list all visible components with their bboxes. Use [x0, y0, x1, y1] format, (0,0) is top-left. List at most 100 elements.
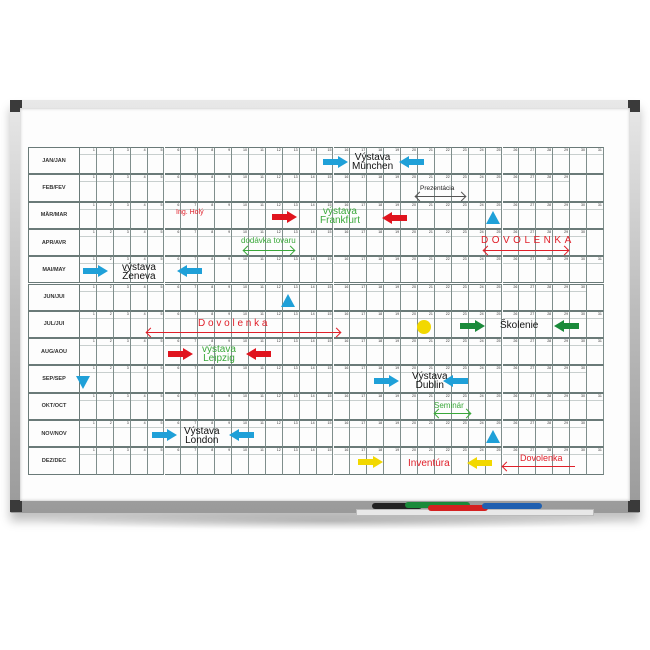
day-number: 9	[228, 421, 231, 425]
cell-divider	[80, 181, 96, 183]
cell-divider	[468, 345, 485, 347]
double-arrow-icon	[244, 250, 294, 251]
day-cell: 20	[401, 420, 418, 448]
day-cell: 1	[80, 228, 97, 257]
day-number: 25	[496, 366, 501, 371]
day-number: 20	[411, 148, 416, 152]
label-vystava-london: Výstava London	[184, 426, 220, 446]
day-cell: 8	[198, 228, 216, 257]
day-number: 5	[160, 421, 163, 425]
day-number: 13	[293, 393, 298, 398]
day-cell: 20	[401, 392, 418, 420]
cell-divider	[181, 427, 198, 428]
day-cell: 2	[96, 447, 114, 475]
day-cell: 18	[367, 228, 385, 257]
cell-divider	[553, 208, 570, 210]
cell-divider	[80, 345, 96, 347]
cell-divider	[536, 208, 553, 210]
cell-divider	[434, 181, 451, 183]
day-number: 28	[547, 339, 552, 344]
day-number: 21	[428, 339, 433, 344]
day-number: 5	[160, 311, 163, 316]
day-number: 4	[143, 393, 146, 398]
cell-divider	[147, 399, 164, 401]
cell-divider	[367, 345, 384, 347]
day-cell: 14	[299, 447, 317, 475]
day-number: 19	[395, 339, 400, 344]
day-cell: 3	[113, 147, 131, 175]
day-cell: 8	[198, 310, 216, 339]
day-cell: 27	[519, 201, 537, 229]
day-cell: 7	[181, 365, 199, 393]
cell-divider	[164, 345, 181, 347]
day-number: 15	[327, 257, 332, 262]
cell-divider	[418, 317, 434, 319]
month-label: AUG/AOU	[28, 338, 80, 366]
day-cell: 18	[367, 256, 385, 284]
label-dodavka-tovaru: dodávka tovaru	[241, 236, 296, 245]
cell-divider	[198, 154, 215, 155]
day-number: 13	[293, 311, 298, 316]
day-cell: 28	[536, 256, 554, 284]
day-number: 9	[228, 257, 231, 262]
day-cell: 27	[519, 283, 537, 311]
day-number: 16	[344, 448, 349, 453]
day-number: 14	[310, 393, 315, 398]
day-cell: 23	[451, 256, 469, 284]
cell-divider	[232, 317, 248, 319]
day-cell: 23	[451, 392, 469, 420]
day-number: 11	[260, 202, 264, 207]
day-cell: 26	[502, 228, 520, 257]
day-number: 7	[194, 229, 197, 234]
day-cell: 24	[468, 283, 486, 311]
black-marker[interactable]	[372, 503, 422, 509]
cell-divider	[502, 345, 519, 347]
day-cell: 28	[536, 310, 554, 339]
day-number: 6	[177, 229, 180, 234]
day-number: 4	[143, 202, 146, 207]
day-number: 11	[260, 448, 264, 453]
day-number: 16	[344, 257, 349, 262]
day-cell: 10	[232, 228, 249, 257]
day-cell: 12	[265, 338, 283, 366]
cell-divider	[468, 154, 485, 155]
day-cell: 16	[333, 256, 351, 284]
day-cell: 7	[181, 147, 199, 175]
cell-divider	[198, 372, 215, 374]
day-cell: 3	[113, 310, 131, 339]
cell-divider	[265, 317, 282, 319]
day-number: 10	[242, 202, 247, 207]
month-label: MÄR/MAR	[28, 201, 80, 229]
day-number: 19	[395, 257, 400, 262]
day-cell: 20	[401, 201, 418, 229]
day-number: 29	[564, 229, 569, 234]
cell-divider	[502, 427, 519, 428]
cell-divider	[485, 208, 502, 210]
day-cell: 1	[80, 392, 97, 420]
day-cell: 11	[249, 310, 266, 339]
cell-divider	[553, 345, 570, 347]
month-label: FEB/FEV	[28, 174, 80, 202]
red-marker[interactable]	[428, 505, 488, 511]
cell-divider	[401, 345, 417, 347]
day-number: 13	[293, 421, 298, 425]
cell-divider	[181, 317, 198, 319]
day-number: 24	[479, 175, 484, 180]
cell-divider	[113, 427, 130, 428]
cell-divider	[299, 208, 316, 210]
day-number: 3	[126, 448, 129, 453]
cell-divider	[384, 181, 401, 183]
day-cell: 27	[519, 447, 537, 475]
cell-divider	[485, 372, 502, 374]
day-number: 5	[160, 393, 163, 398]
day-cell: 10	[232, 310, 249, 339]
day-number: 13	[293, 339, 298, 344]
cell-divider	[198, 235, 215, 237]
cell-divider	[333, 208, 350, 210]
day-number: 31	[597, 257, 602, 262]
arrow-left-icon	[503, 466, 575, 467]
day-number: 17	[361, 175, 366, 180]
day-number: 8	[211, 257, 214, 262]
day-number: 27	[530, 421, 535, 425]
blue-marker[interactable]	[482, 503, 542, 509]
